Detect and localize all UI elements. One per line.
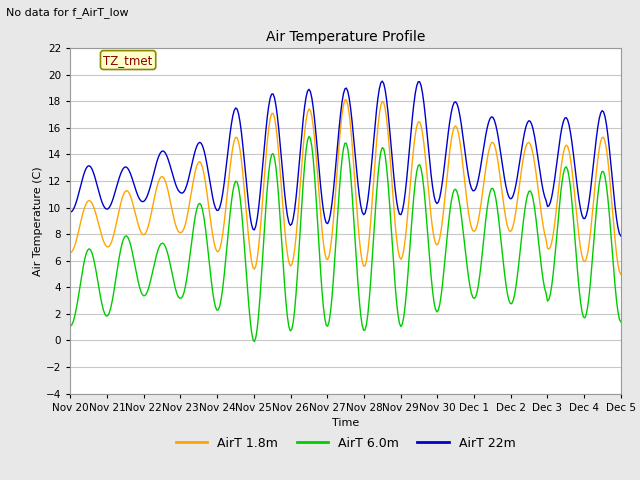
Y-axis label: Air Temperature (C): Air Temperature (C) bbox=[33, 166, 44, 276]
Text: TZ_tmet: TZ_tmet bbox=[104, 54, 153, 67]
Title: Air Temperature Profile: Air Temperature Profile bbox=[266, 30, 426, 44]
X-axis label: Time: Time bbox=[332, 418, 359, 428]
Legend: AirT 1.8m, AirT 6.0m, AirT 22m: AirT 1.8m, AirT 6.0m, AirT 22m bbox=[171, 432, 520, 455]
Text: No data for f_AirT_low: No data for f_AirT_low bbox=[6, 7, 129, 18]
